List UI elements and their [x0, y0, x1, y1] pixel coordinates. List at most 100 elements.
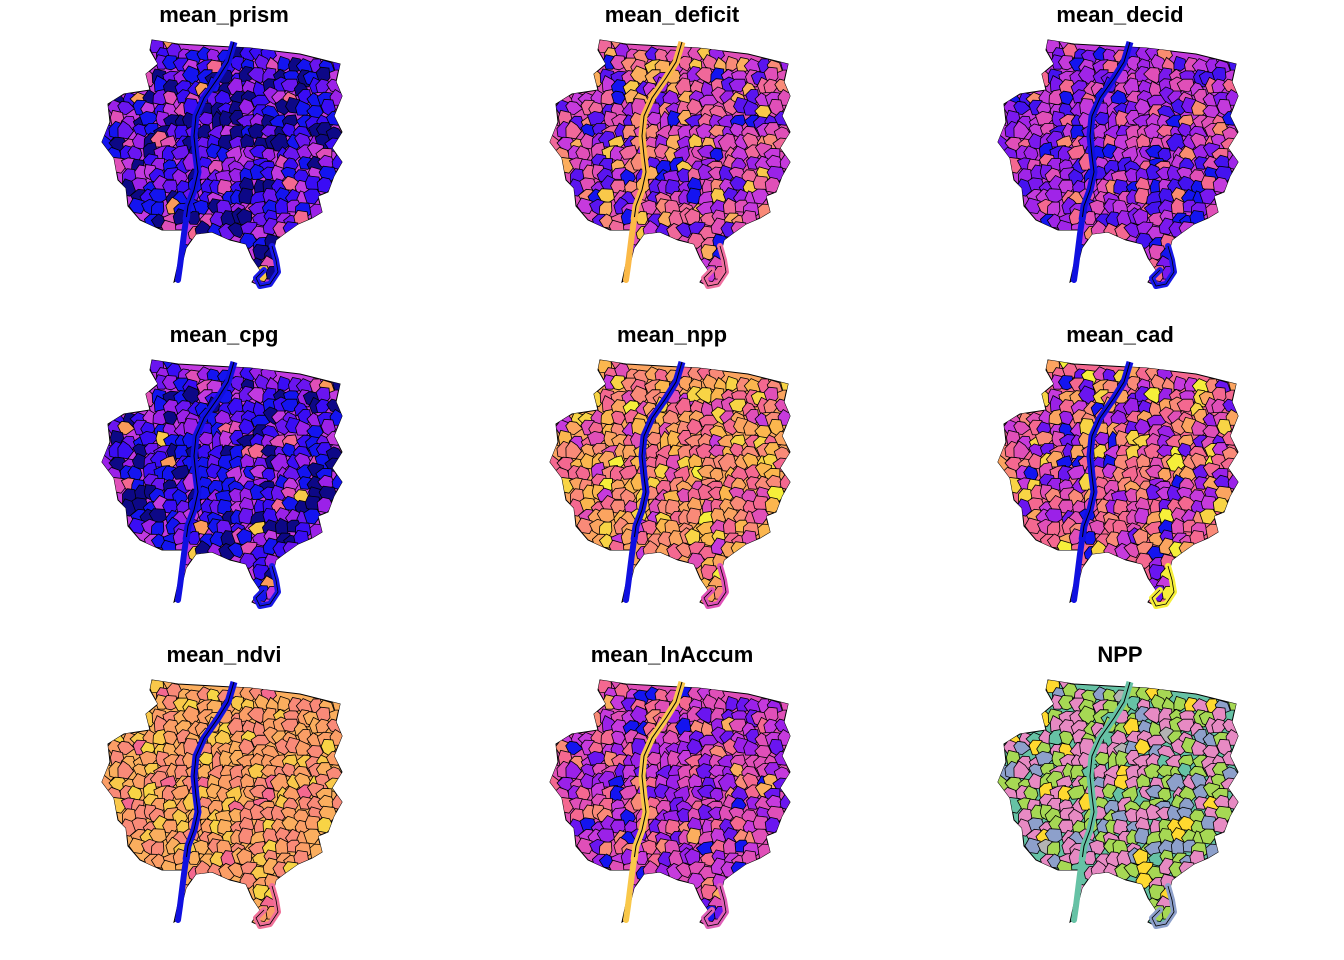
panel-title: mean_cad [1066, 322, 1174, 347]
map-unit [1066, 464, 1086, 480]
choropleth-map [549, 359, 791, 609]
map-unit [1134, 418, 1151, 435]
river-edge [633, 41, 683, 221]
map-unit [1024, 517, 1041, 535]
map-unit [277, 695, 292, 711]
panel-title: mean_lnAccum [590, 642, 754, 667]
map-unit [565, 420, 584, 436]
river-tail [1071, 217, 1085, 283]
map-unit [161, 375, 179, 391]
map-unit [1057, 55, 1075, 71]
map-unit [128, 837, 145, 855]
map-unit [117, 740, 136, 756]
map-unit [725, 375, 740, 391]
map-unit [1057, 375, 1075, 391]
map-unit [565, 100, 584, 116]
map-unit [1173, 375, 1188, 391]
panel-title: mean_prism [159, 2, 289, 27]
map-unit [1134, 738, 1151, 755]
map-unit [609, 695, 627, 711]
map-unit [697, 163, 716, 181]
river-edge [633, 681, 683, 861]
map-unit [725, 55, 740, 71]
choropleth-map [101, 39, 343, 289]
map-unit [249, 163, 268, 181]
map-unit [576, 517, 593, 535]
river-edge [1081, 361, 1131, 541]
map-unit [618, 784, 638, 800]
map-unit [1066, 784, 1086, 800]
map-unit [277, 55, 292, 71]
choropleth-map [997, 679, 1239, 929]
panel-title: mean_deficit [604, 2, 740, 27]
map-unit [1134, 98, 1151, 115]
map-unit [697, 803, 716, 821]
map-unit [695, 67, 715, 84]
map-unit [247, 707, 267, 724]
map-unit [609, 55, 627, 71]
map-unit [238, 418, 255, 435]
map-unit [1024, 837, 1041, 855]
map-unit [1145, 803, 1164, 821]
map-unit [249, 483, 268, 501]
map-unit [618, 464, 638, 480]
map-unit [1157, 467, 1172, 482]
map-unit [238, 738, 255, 755]
map-unit [1145, 483, 1164, 501]
map-unit [247, 387, 267, 404]
map-unit [170, 784, 190, 800]
map-unit [261, 147, 276, 162]
river-tail [1071, 537, 1085, 603]
map-unit [1143, 387, 1163, 404]
river-tail [175, 537, 189, 603]
choropleth-map [549, 679, 791, 929]
map-unit [277, 375, 292, 391]
panel-title: mean_ndvi [166, 642, 282, 667]
map-unit [686, 98, 703, 115]
map-panel-mean_cad: mean_cad [896, 320, 1344, 640]
map-unit [1173, 695, 1188, 711]
map-unit [170, 464, 190, 480]
map-panel-mean_prism: mean_prism [0, 0, 448, 320]
choropleth-map [549, 39, 791, 289]
map-unit [170, 144, 190, 160]
panel-title: NPP [1097, 642, 1143, 667]
river-tail [175, 217, 189, 283]
map-unit [1024, 197, 1041, 215]
river-edge [185, 361, 235, 541]
panel-title: mean_npp [616, 322, 728, 347]
map-unit [1157, 147, 1172, 162]
map-unit [1143, 67, 1163, 84]
map-unit [565, 740, 584, 756]
map-unit [1143, 707, 1163, 724]
map-unit [1173, 55, 1188, 71]
map-unit [697, 483, 716, 501]
river-edge [1081, 41, 1131, 221]
map-unit [161, 695, 179, 711]
map-panel-mean_ndvi: mean_ndvi [0, 640, 448, 960]
choropleth-map [101, 679, 343, 929]
map-panel-mean_cpg: mean_cpg [0, 320, 448, 640]
map-unit [1013, 740, 1032, 756]
map-unit [128, 197, 145, 215]
map-unit [117, 420, 136, 436]
map-unit [618, 144, 638, 160]
map-unit [695, 387, 715, 404]
map-unit [1013, 420, 1032, 436]
map-unit [686, 738, 703, 755]
map-panel-mean_lnAccum: mean_lnAccum [448, 640, 896, 960]
river-tail [623, 217, 637, 283]
map-unit [576, 837, 593, 855]
map-unit [117, 100, 136, 116]
map-unit [709, 147, 724, 162]
river-edge [1081, 681, 1131, 861]
map-unit [609, 375, 627, 391]
map-unit [1057, 695, 1075, 711]
map-unit [1157, 787, 1172, 802]
river-tail [623, 537, 637, 603]
map-unit [247, 67, 267, 84]
map-panel-mean_decid: mean_decid [896, 0, 1344, 320]
panel-title: mean_decid [1056, 2, 1184, 27]
river-tail [1071, 857, 1085, 923]
map-unit [1013, 100, 1032, 116]
